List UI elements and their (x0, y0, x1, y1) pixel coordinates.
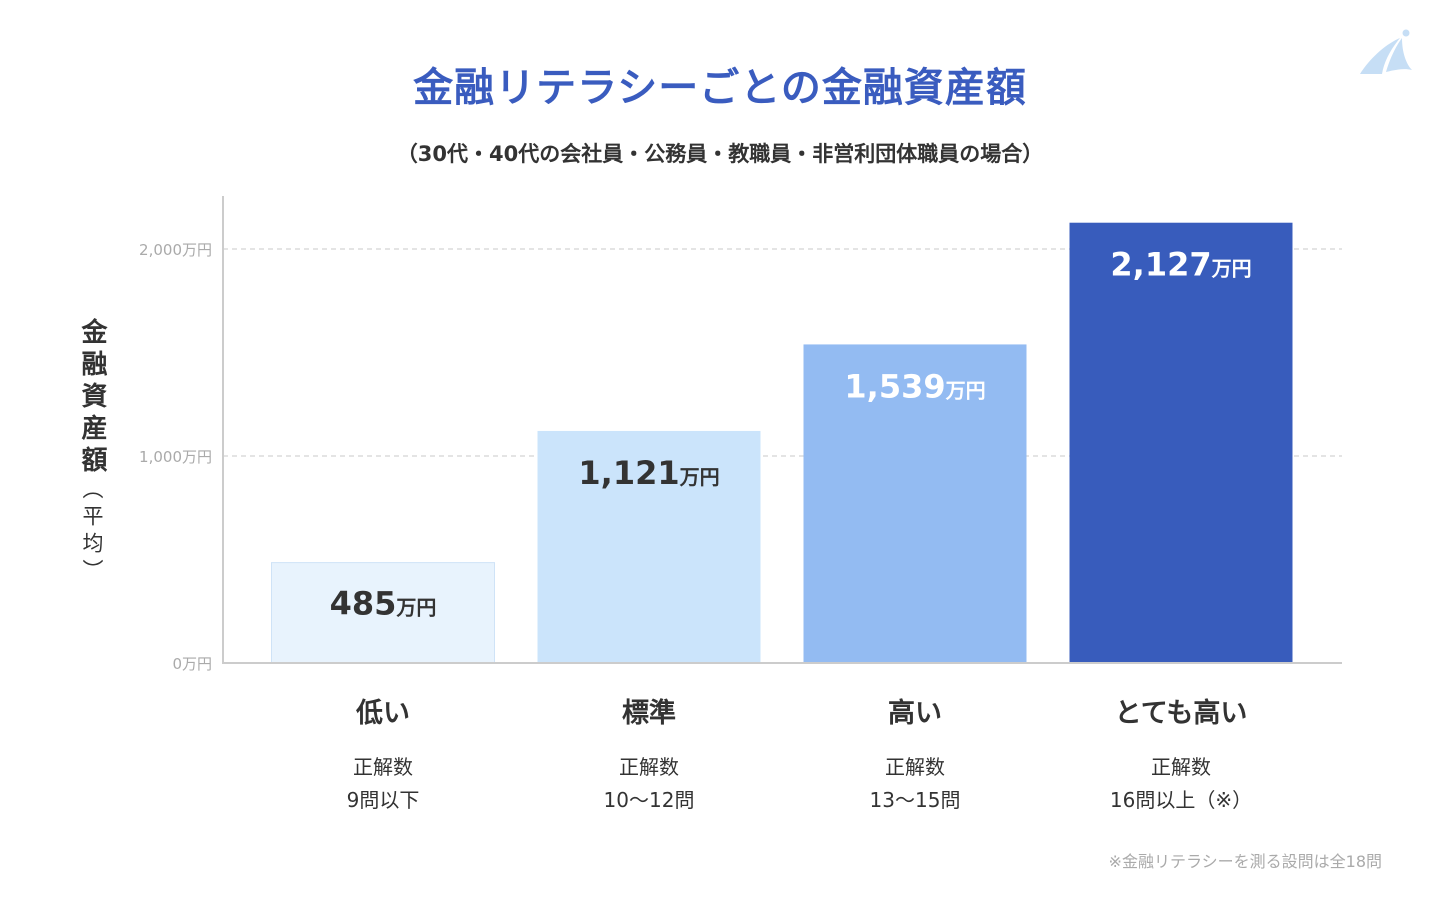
category-detail: 16問以上（※） (1110, 788, 1252, 812)
y-axis-label-sub: （平均） (80, 478, 104, 586)
bar (271, 562, 495, 664)
category-detail: 正解数 (885, 755, 945, 779)
y-tick-label: 0万円 (172, 655, 212, 673)
y-axis-label-main: 金融資産額 (77, 318, 107, 478)
category-detail: 9問以下 (347, 788, 420, 812)
sail-logo-icon (1356, 24, 1416, 83)
y-axis-label: 金融資産額（平均） (74, 318, 111, 586)
value-label: 1,539万円 (844, 367, 985, 405)
y-tick-label: 1,000万円 (139, 448, 212, 466)
value-label: 2,127万円 (1110, 246, 1251, 284)
category-detail: 10〜12問 (604, 788, 695, 812)
category-label: 低い (355, 698, 410, 729)
y-tick-label: 2,000万円 (139, 241, 212, 259)
category-label: 高い (888, 697, 942, 729)
category-label: 標準 (622, 697, 676, 729)
bar (537, 430, 761, 663)
bar (803, 344, 1027, 663)
category-detail: 正解数 (619, 755, 679, 779)
value-label: 1,121万円 (578, 454, 719, 492)
value-label: 485万円 (330, 585, 437, 623)
chart-subtitle: （30代・40代の会社員・公務員・教職員・非営利団体職員の場合） (396, 142, 1044, 166)
category-label: とても高い (1115, 697, 1248, 729)
bar (1069, 222, 1293, 663)
footnote: ※金融リテラシーを測る設問は全18問 (1108, 852, 1382, 871)
category-detail: 正解数 (353, 755, 413, 779)
chart-title: 金融リテラシーごとの金融資産額 (413, 65, 1027, 111)
category-detail: 正解数 (1151, 755, 1211, 779)
category-detail: 13〜15問 (870, 788, 961, 812)
